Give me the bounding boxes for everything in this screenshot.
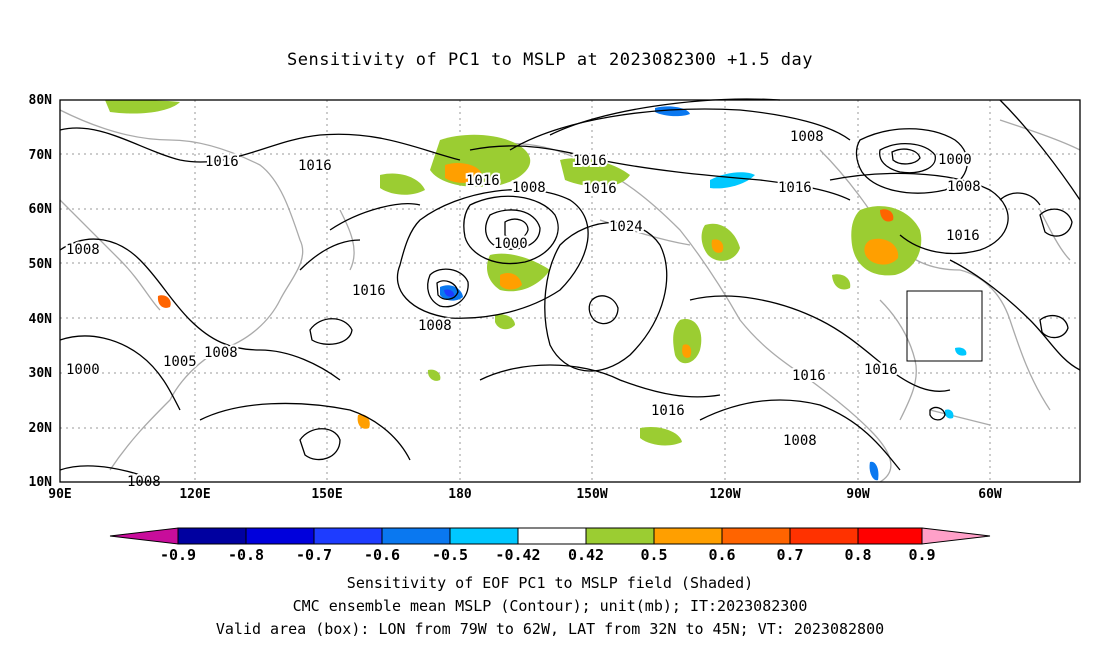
- lon-tick-label: 180: [448, 487, 472, 502]
- colorbar-tick-label: 0.42: [568, 546, 604, 564]
- colorbar-tick-label: -0.6: [364, 546, 400, 564]
- colorbar-segment: [449, 527, 519, 545]
- colorbar: [109, 527, 991, 545]
- lon-tick-label: 150W: [576, 487, 607, 502]
- colorbar-segment: [585, 527, 655, 545]
- colorbar-tick-label: -0.8: [228, 546, 264, 564]
- lat-tick-label: 60N: [29, 202, 53, 217]
- valid-area-box: [906, 290, 983, 362]
- contour-label: 1000: [938, 152, 972, 168]
- lon-tick-label: 90W: [846, 487, 870, 502]
- lat-tick-label: 80N: [29, 93, 53, 108]
- colorbar-tick-label: -0.7: [296, 546, 332, 564]
- contour-label: 1016: [298, 158, 332, 174]
- colorbar-segment: [517, 527, 587, 545]
- lat-tick-label: 40N: [29, 312, 53, 327]
- contour-label: 1000: [66, 362, 100, 378]
- contour-label: 1016: [651, 403, 685, 419]
- colorbar-segment: [721, 527, 791, 545]
- lat-tick-label: 70N: [29, 148, 53, 163]
- lon-tick-label: 120W: [709, 487, 740, 502]
- colorbar-tick-label: 0.6: [708, 546, 735, 564]
- contour-label: 1000: [494, 236, 528, 252]
- contour-label: 1016: [466, 173, 500, 189]
- coastlines: [59, 109, 1081, 483]
- contour-label: 1005: [163, 354, 197, 370]
- contour-label: 1008: [418, 318, 452, 334]
- contour-label: 1008: [790, 129, 824, 145]
- colorbar-segment: [313, 527, 383, 545]
- lon-tick-label: 60W: [978, 487, 1002, 502]
- colorbar-segment: [381, 527, 451, 545]
- colorbar-tick-label: 0.5: [640, 546, 667, 564]
- caption-shading: Sensitivity of EOF PC1 to MSLP field (Sh…: [346, 574, 754, 592]
- caption-contour: CMC ensemble mean MSLP (Contour); unit(m…: [292, 597, 808, 615]
- colorbar-segment: [921, 527, 991, 545]
- map-title: Sensitivity of PC1 to MSLP at 2023082300…: [286, 50, 813, 70]
- lon-tick-label: 120E: [179, 487, 210, 502]
- contour-label: 1008: [66, 242, 100, 258]
- colorbar-segment: [177, 527, 247, 545]
- contour-label: 1016: [352, 283, 386, 299]
- contour-label: 1016: [583, 181, 617, 197]
- lon-tick-label: 150E: [311, 487, 342, 502]
- contour-label: 1016: [205, 154, 239, 170]
- lat-axis: 80N 70N 60N 50N 40N 30N 20N 10N: [29, 93, 53, 490]
- mslp-contours: [59, 98, 1081, 483]
- colorbar-segment: [109, 527, 179, 545]
- lat-tick-label: 10N: [29, 475, 53, 490]
- lon-tick-label: 90E: [48, 487, 71, 502]
- colorbar-tick-label: 0.7: [776, 546, 803, 564]
- caption-valid-area: Valid area (box): LON from 79W to 62W, L…: [215, 620, 885, 638]
- colorbar-tick-label: -0.5: [432, 546, 468, 564]
- colorbar-tick-label: -0.9: [160, 546, 196, 564]
- contour-label: 1008: [947, 179, 981, 195]
- colorbar-segment: [245, 527, 315, 545]
- contour-label: 1016: [573, 153, 607, 169]
- colorbar-segment: [653, 527, 723, 545]
- contour-label: 1016: [778, 180, 812, 196]
- contour-label: 1016: [792, 368, 826, 384]
- contour-label: 1024: [609, 219, 643, 235]
- contour-label: 1008: [512, 180, 546, 196]
- contour-label: 1008: [783, 433, 817, 449]
- contour-label-layer: 1016 1016 1016 1016 1016 1008 1016 1008 …: [64, 127, 983, 492]
- contour-label: 1016: [864, 362, 898, 378]
- contour-label: 1016: [946, 228, 980, 244]
- lat-tick-label: 50N: [29, 257, 53, 272]
- plot-area: 1016 1016 1016 1016 1016 1008 1016 1008 …: [59, 98, 1081, 492]
- colorbar-tick-label: -0.42: [495, 546, 540, 564]
- colorbar-tick-label: 0.9: [908, 546, 935, 564]
- sensitivity-shading: [105, 100, 967, 481]
- lat-tick-label: 30N: [29, 366, 53, 381]
- lon-axis: 90E 120E 150E 180 150W 120W 90W 60W: [48, 487, 1002, 502]
- colorbar-segment: [789, 527, 859, 545]
- lat-tick-label: 20N: [29, 421, 53, 436]
- colorbar-segment: [857, 527, 923, 545]
- gridlines: [60, 100, 1080, 482]
- contour-label: 1008: [204, 345, 238, 361]
- colorbar-tick-label: 0.8: [844, 546, 871, 564]
- colorbar-ticks: -0.9 -0.8 -0.7 -0.6 -0.5 -0.42 0.42 0.5 …: [160, 546, 936, 564]
- plot-frame: [59, 99, 1081, 483]
